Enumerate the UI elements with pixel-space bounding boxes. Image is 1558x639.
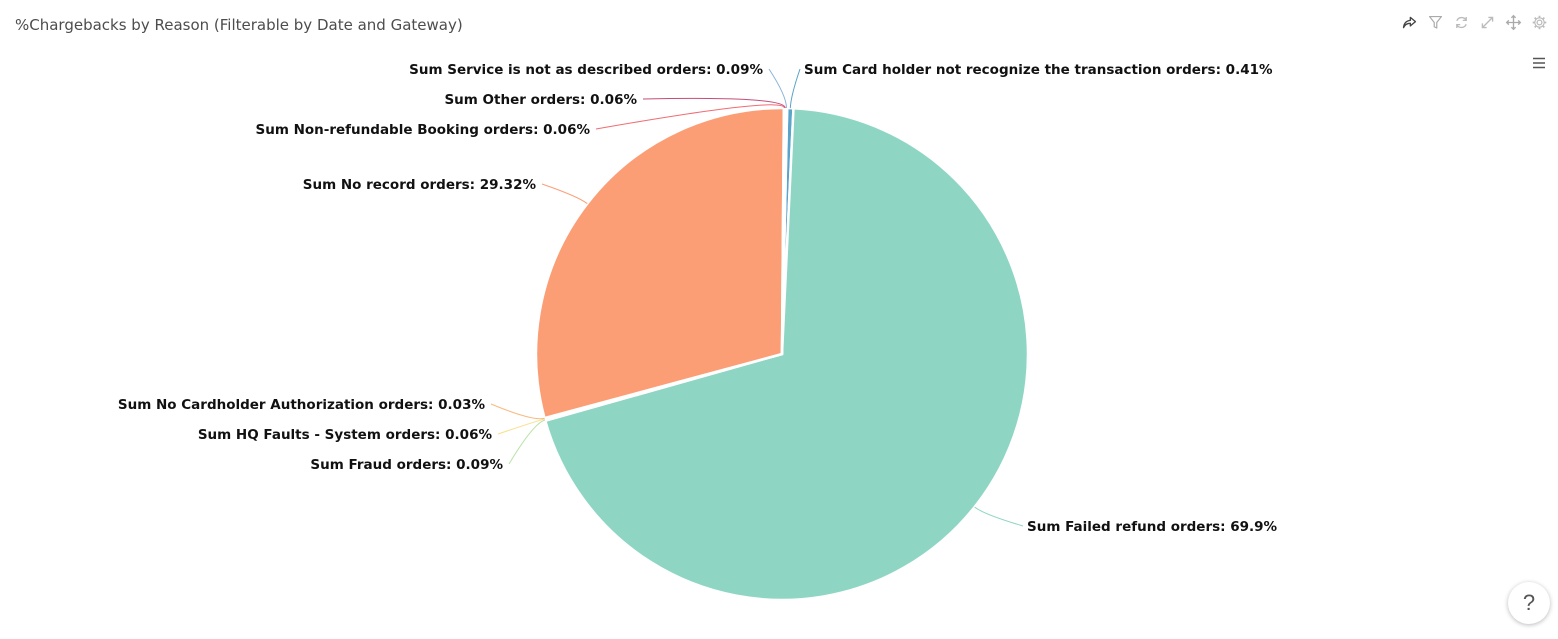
label-connectors xyxy=(490,68,1024,527)
label-connector xyxy=(497,418,545,435)
slice-label: Sum No record orders: 29.32% xyxy=(303,177,537,193)
share-icon[interactable] xyxy=(1401,14,1418,31)
pie-slice[interactable] xyxy=(780,106,789,355)
chart-title: %Chargebacks by Reason (Filterable by Da… xyxy=(15,16,463,34)
label-connector xyxy=(974,506,1024,527)
pie-slice[interactable] xyxy=(543,106,1030,602)
label-connector xyxy=(768,68,787,109)
slice-label: Sum HQ Faults - System orders: 0.06% xyxy=(198,427,493,443)
slice-label: Sum Service is not as described orders: … xyxy=(409,62,763,78)
refresh-icon[interactable] xyxy=(1453,14,1470,31)
slice-label: Sum Fraud orders: 0.09% xyxy=(310,457,503,473)
slice-label: Sum Other orders: 0.06% xyxy=(444,92,637,108)
label-connector xyxy=(789,68,801,109)
panel-toolbar xyxy=(1401,14,1548,31)
label-connector xyxy=(595,104,785,130)
pie-slices xyxy=(534,106,1030,602)
label-connector xyxy=(541,183,588,205)
pie-slice[interactable] xyxy=(534,106,786,420)
settings-icon[interactable] xyxy=(1531,14,1548,31)
slice-label: Sum Failed refund orders: 69.9% xyxy=(1027,519,1278,535)
slice-labels: Sum Card holder not recognize the transa… xyxy=(118,62,1278,535)
slice-label: Sum Non-refundable Booking orders: 0.06% xyxy=(255,122,590,138)
label-connector xyxy=(508,419,546,465)
filter-icon[interactable] xyxy=(1427,14,1444,31)
slice-label: Sum Card holder not recognize the transa… xyxy=(804,62,1273,78)
hamburger-menu-icon[interactable] xyxy=(1532,56,1546,70)
label-connector xyxy=(642,97,786,109)
slice-label: Sum No Cardholder Authorization orders: … xyxy=(118,397,486,413)
move-icon[interactable] xyxy=(1505,14,1522,31)
expand-icon[interactable] xyxy=(1479,14,1496,31)
help-button[interactable]: ? xyxy=(1508,582,1550,624)
label-connector xyxy=(490,403,545,420)
